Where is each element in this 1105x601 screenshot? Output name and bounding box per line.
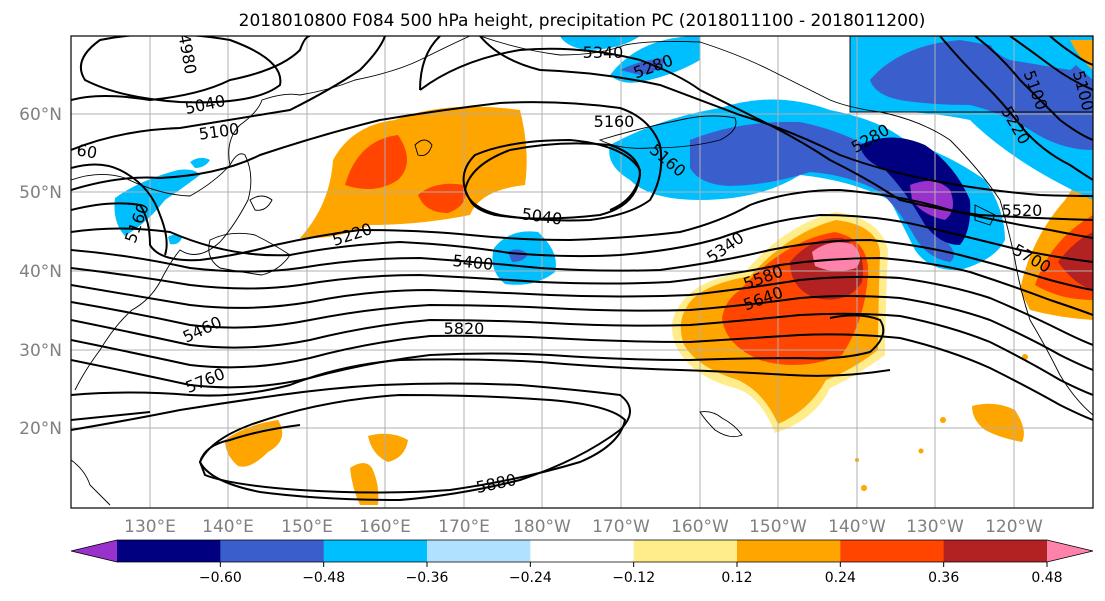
colorbar-swatch (737, 540, 841, 562)
precip-positive-east-pacific (671, 212, 888, 433)
longitude-labels: 130°E 140°E 150°E 160°E 170°E 180°W 170°… (124, 517, 1043, 537)
contour-label: 5820 (444, 319, 485, 338)
coastlines (71, 36, 1093, 506)
precip-negative-japan (114, 157, 210, 245)
contour-label: 5400 (452, 251, 494, 274)
precip-positive-japan-sea (300, 106, 527, 239)
lon-label: 170°E (438, 517, 490, 537)
lon-label: 180°W (513, 517, 571, 537)
lon-label: 160°W (671, 517, 729, 537)
contour-label: 60 (75, 140, 98, 162)
height-contours (71, 36, 1093, 502)
colorbar-tick-label: 0.24 (825, 570, 856, 586)
colorbar-swatches (70, 539, 1094, 563)
colorbar-swatch (427, 540, 531, 562)
colorbar-tick-label: −0.36 (406, 570, 449, 586)
contour-label: 5160 (594, 112, 635, 131)
latitude-labels: 60°N 50°N 40°N 30°N 20°N (19, 105, 62, 439)
colorbar-ticks: −0.60 −0.48 −0.36 −0.24 −0.12 0.12 0.24 0.36 0.4… (199, 562, 1063, 586)
colorbar-extend-min (71, 540, 117, 562)
map-title: 2018010800 F084 500 hPa height, precipit… (239, 11, 926, 31)
colorbar-swatch (117, 540, 221, 562)
colorbar-swatch (840, 540, 945, 562)
colorbar-tick-label: −0.60 (199, 570, 242, 586)
lon-label: 150°W (749, 517, 807, 537)
contour-label: 5520 (1002, 201, 1043, 220)
contour-label: 5340 (583, 43, 624, 62)
lon-label: 150°E (281, 517, 333, 537)
colorbar-extend-max (1047, 540, 1093, 562)
lon-label: 140°E (202, 517, 254, 537)
lon-label: 130°W (906, 517, 964, 537)
lon-label: 140°W (828, 517, 886, 537)
colorbar-tick-label: 0.36 (928, 570, 959, 586)
colorbar-swatch (220, 540, 325, 562)
colorbar-tick-label: −0.12 (612, 570, 655, 586)
colorbar-tick-label: −0.24 (509, 570, 552, 586)
lat-label: 40°N (19, 262, 62, 282)
lat-label: 30°N (19, 341, 62, 361)
lon-label: 160°E (359, 517, 411, 537)
precip-positive-subtropics (225, 354, 1028, 505)
lon-label: 120°W (985, 517, 1043, 537)
lon-label: 170°W (592, 517, 650, 537)
map-frame: 4980 5040 5100 60 5160 5340 5280 5160 50… (70, 35, 1094, 509)
colorbar-tick-label: 0.12 (721, 570, 752, 586)
lat-label: 20°N (19, 419, 62, 439)
colorbar: −0.60 −0.48 −0.36 −0.24 −0.12 0.12 0.24 0.36 0.4… (70, 539, 1094, 586)
lon-label: 130°E (124, 517, 176, 537)
colorbar-tick-label: 0.48 (1031, 570, 1062, 586)
colorbar-swatch (530, 540, 635, 562)
colorbar-tick-label: −0.48 (302, 570, 345, 586)
precip-negative-alaska (560, 36, 1093, 271)
lat-label: 60°N (19, 105, 62, 125)
colorbar-swatch (943, 540, 1048, 562)
colorbar-outline (70, 539, 1094, 563)
lat-label: 50°N (19, 183, 62, 203)
colorbar-swatch (323, 540, 428, 562)
colorbar-swatch (633, 540, 738, 562)
